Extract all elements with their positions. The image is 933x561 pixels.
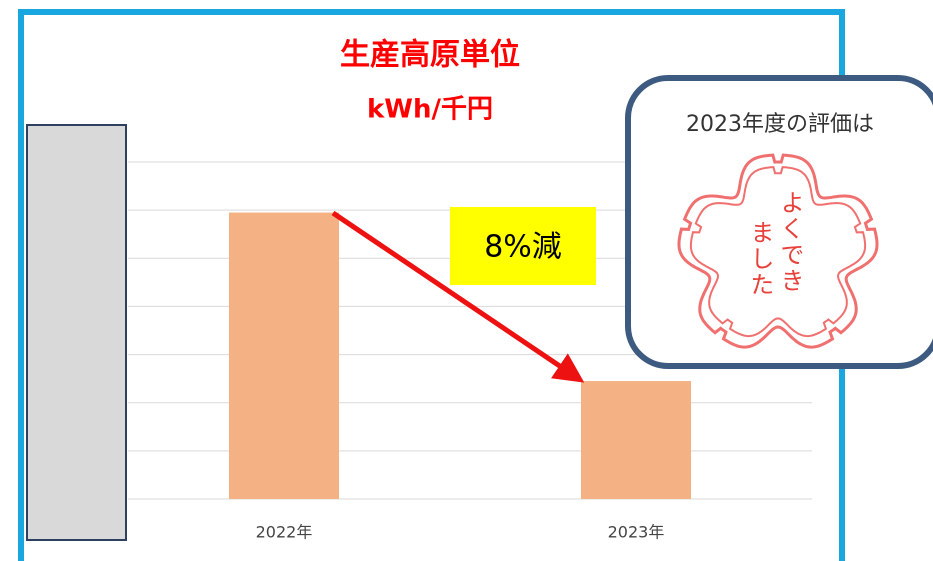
annotation: 8%減 [484, 230, 562, 265]
chart-title: 生産高原単位 [340, 38, 520, 73]
bar [229, 212, 339, 500]
x-tick-label: 2022年 [256, 523, 313, 542]
stamp-text: よくでき [776, 190, 804, 294]
annotation-box [450, 207, 596, 285]
stamp-inner [689, 166, 867, 338]
badge-title: 2023年度の評価は [686, 112, 874, 137]
stamp-outline [677, 153, 879, 349]
x-tick-label: 2023年 [608, 523, 665, 542]
bar [581, 381, 691, 499]
chart-subtitle: kWh/千円 [367, 95, 493, 125]
side-panel [26, 124, 127, 541]
plot: 2022年 2023年 [128, 161, 812, 542]
arrow [331, 210, 585, 383]
stamp-text: ました [746, 220, 774, 298]
